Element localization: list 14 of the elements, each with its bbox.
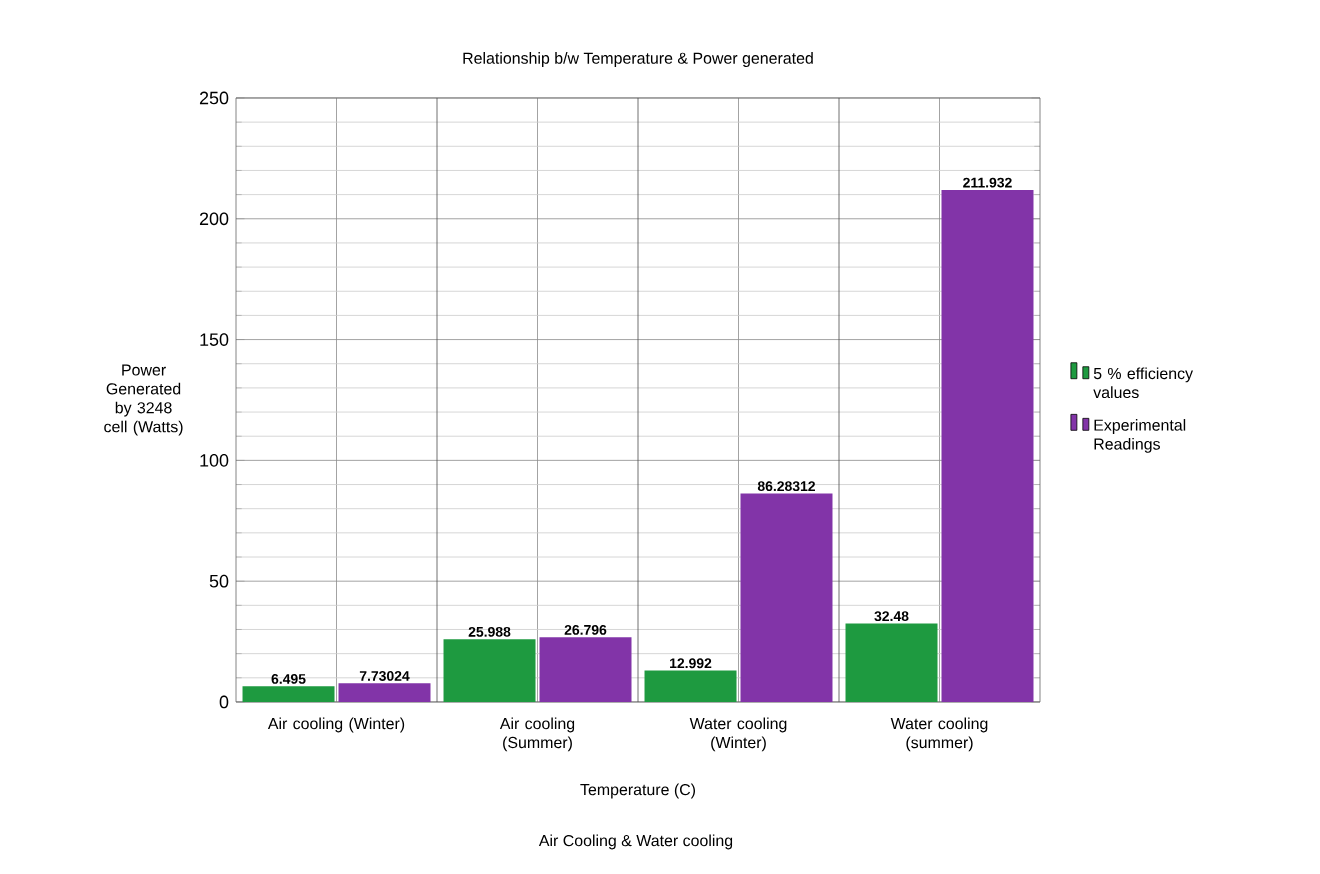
y-tick-label: 200 (199, 212, 229, 226)
bar (941, 189, 1034, 702)
bar (644, 670, 737, 702)
y-tick-label: 100 (200, 454, 229, 467)
bar (338, 683, 431, 702)
y-tick-label: 150 (200, 333, 229, 346)
bar (443, 639, 536, 702)
bar (539, 637, 632, 702)
y-tick-label: 0 (219, 695, 229, 709)
bar (845, 623, 938, 702)
y-tick-label: 50 (209, 574, 229, 588)
bar (242, 686, 335, 702)
bar (740, 493, 833, 702)
y-tick-label: 250 (199, 91, 229, 105)
